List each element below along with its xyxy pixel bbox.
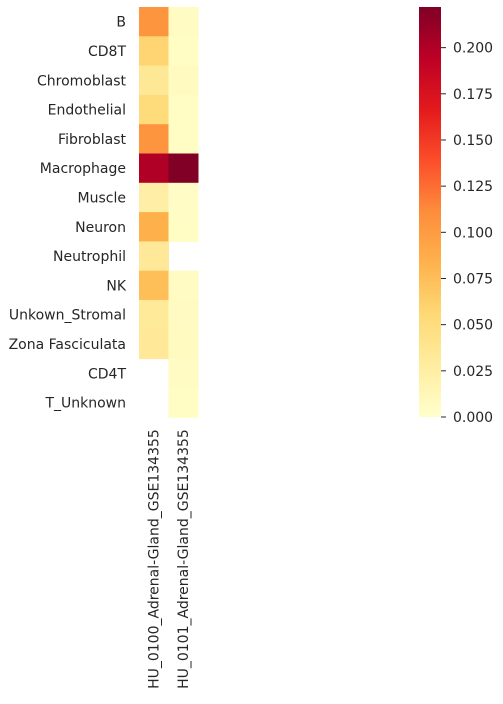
- row-label: Chromoblast: [37, 73, 127, 89]
- heatmap-cell: [168, 212, 199, 242]
- colorbar-bar: [419, 7, 441, 417]
- heatmap-cell: [139, 241, 169, 272]
- heatmap-cell: [139, 65, 169, 96]
- heatmap-cell: [139, 182, 169, 213]
- row-label: B: [116, 15, 126, 31]
- heatmap-cell: [168, 124, 199, 154]
- heatmap-cell: [168, 7, 199, 37]
- heatmap-cell: [168, 94, 199, 125]
- heatmap-cell: [168, 153, 199, 184]
- heatmap-cell: [168, 270, 199, 301]
- heatmap-cell: [139, 7, 169, 37]
- colorbar-tick-label: 0.150: [453, 133, 493, 149]
- heatmap-cell: [139, 300, 169, 330]
- row-label: CD8T: [88, 44, 126, 60]
- heatmap-cell: [139, 153, 169, 184]
- heatmap-cell: [168, 65, 199, 96]
- row-label: Endothelial: [48, 103, 126, 119]
- row-label: NK: [106, 278, 126, 294]
- heatmap-cell: [168, 300, 199, 330]
- heatmap-cell: [139, 270, 169, 301]
- row-label: Macrophage: [40, 161, 126, 177]
- row-label: Muscle: [78, 190, 126, 206]
- colorbar-tick-label: 0.100: [453, 225, 493, 241]
- row-label: CD4T: [88, 366, 126, 382]
- colorbar-tick-label: 0.200: [453, 41, 493, 57]
- heatmap-cell: [139, 36, 169, 67]
- row-label: Unkown_Stromal: [9, 308, 126, 324]
- colorbar-tick-label: 0.025: [453, 364, 493, 380]
- row-label: Fibroblast: [58, 132, 126, 148]
- heatmap-cell: [168, 36, 199, 67]
- colorbar-tick-label: 0.000: [453, 410, 493, 426]
- row-labels: B CD8T Chromoblast Endothelial Fibroblast Mac…: [9, 15, 127, 412]
- heatmap-cell: [168, 387, 199, 418]
- heatmap-cell: [168, 358, 199, 389]
- column-label: HU_0101_Adrenal-Gland_GSE134355: [176, 429, 192, 689]
- colorbar-tick-label: 0.075: [453, 271, 493, 287]
- heatmap-cell: [139, 212, 169, 242]
- colorbar-tick-label: 0.175: [453, 87, 493, 103]
- row-label: Zona Fasciculata: [9, 337, 126, 353]
- heatmap-cell: [168, 329, 199, 360]
- column-label: HU_0100_Adrenal-Gland_GSE134355: [147, 429, 163, 689]
- row-label: Neuron: [75, 220, 126, 236]
- row-label: T_Unknown: [44, 396, 126, 412]
- heatmap-cell: [139, 329, 169, 360]
- heatmap-cells: [139, 7, 199, 418]
- colorbar: 0.000 0.025 0.050 0.075 0.100 0.125 0.150 0.175…: [419, 7, 493, 426]
- column-labels: HU_0100_Adrenal-Gland_GSE134355 HU_0101_A…: [147, 429, 193, 689]
- colorbar-tick-label: 0.050: [453, 318, 493, 334]
- heatmap-cell: [139, 124, 169, 154]
- row-label: Neutrophil: [53, 249, 126, 265]
- heatmap-cell: [139, 94, 169, 125]
- colorbar-tick-label: 0.125: [453, 179, 493, 195]
- heatmap-cell: [168, 182, 199, 213]
